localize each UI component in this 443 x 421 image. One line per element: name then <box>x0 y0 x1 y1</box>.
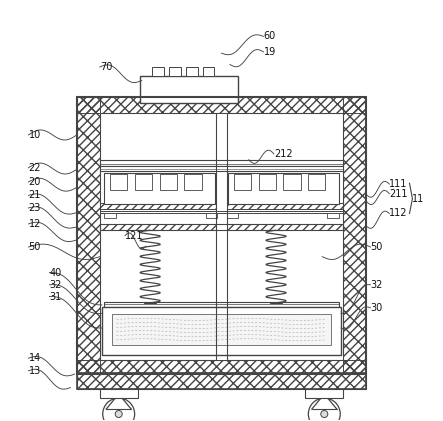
Text: 32: 32 <box>370 280 383 290</box>
Bar <box>343 97 366 374</box>
Text: 14: 14 <box>28 353 41 363</box>
Text: 10: 10 <box>28 130 41 140</box>
Bar <box>226 213 238 218</box>
Bar <box>100 224 343 230</box>
Bar <box>104 213 116 218</box>
Bar <box>77 373 366 389</box>
Bar <box>159 174 177 190</box>
Text: 121: 121 <box>125 231 144 241</box>
Text: 50: 50 <box>28 242 41 252</box>
Bar <box>308 174 326 190</box>
Bar <box>305 389 343 398</box>
Text: 31: 31 <box>50 291 62 301</box>
Text: 112: 112 <box>389 208 408 218</box>
Bar <box>104 173 215 204</box>
Bar <box>330 307 341 355</box>
Bar <box>100 166 343 171</box>
Text: 11: 11 <box>412 194 425 204</box>
Bar <box>77 97 366 113</box>
Bar <box>216 113 227 360</box>
Bar <box>234 174 251 190</box>
Text: 111: 111 <box>389 179 408 189</box>
Bar <box>100 224 343 230</box>
Circle shape <box>308 398 340 421</box>
Text: 60: 60 <box>264 31 276 41</box>
Bar <box>140 76 238 104</box>
Bar <box>228 173 339 204</box>
Bar <box>102 307 341 314</box>
Bar <box>100 113 343 360</box>
Bar <box>140 92 238 104</box>
Bar <box>206 213 218 218</box>
Text: 32: 32 <box>50 280 62 290</box>
Text: 70: 70 <box>100 62 112 72</box>
Bar <box>202 67 214 76</box>
Text: 13: 13 <box>28 366 41 376</box>
Bar <box>104 190 215 204</box>
Bar <box>77 373 366 389</box>
Circle shape <box>321 410 328 418</box>
Text: 30: 30 <box>370 303 383 313</box>
Bar <box>77 97 100 374</box>
Bar <box>100 389 138 398</box>
Bar <box>102 307 113 355</box>
Bar <box>100 160 343 166</box>
Circle shape <box>115 410 122 418</box>
Bar <box>169 67 181 76</box>
Text: 21: 21 <box>28 190 41 200</box>
Text: 40: 40 <box>50 268 62 277</box>
Bar <box>100 210 343 213</box>
Bar <box>100 203 343 209</box>
Bar <box>113 314 330 345</box>
Bar <box>186 67 198 76</box>
Text: 22: 22 <box>28 163 41 173</box>
Bar <box>102 345 341 355</box>
Text: 50: 50 <box>370 242 383 252</box>
Bar <box>135 174 152 190</box>
Bar <box>104 301 339 307</box>
Text: 12: 12 <box>28 219 41 229</box>
Bar <box>284 174 301 190</box>
Bar <box>327 213 339 218</box>
Bar <box>184 174 202 190</box>
Text: 211: 211 <box>389 189 408 199</box>
Bar <box>259 174 276 190</box>
Bar <box>102 307 341 355</box>
Text: 23: 23 <box>28 203 41 213</box>
Text: 212: 212 <box>274 149 292 159</box>
Bar <box>228 190 339 204</box>
Bar <box>77 360 366 374</box>
Text: 19: 19 <box>264 47 276 57</box>
Bar <box>110 174 128 190</box>
Circle shape <box>103 398 135 421</box>
Bar <box>152 67 164 76</box>
Text: 20: 20 <box>28 177 41 187</box>
